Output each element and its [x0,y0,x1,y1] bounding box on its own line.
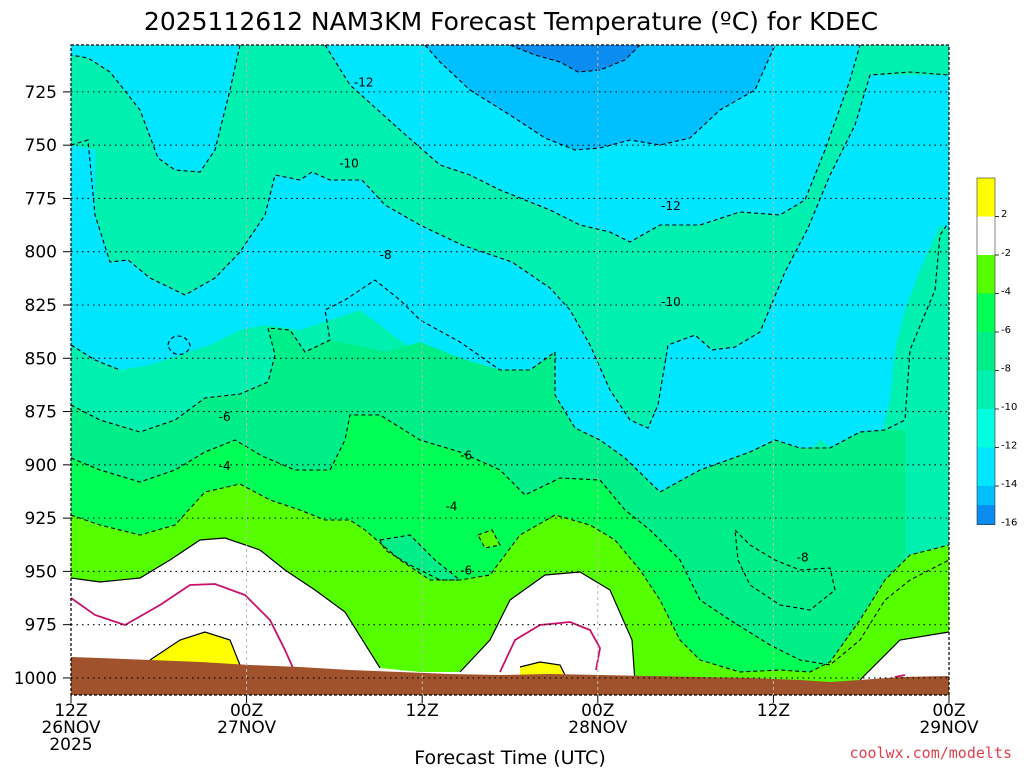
temp-band-plus2 [150,632,240,670]
y-tick-label: 950 [25,562,57,582]
temp-band-minus12 [71,45,240,172]
solid-contour-plus2-b [519,661,566,676]
colorbar-segment [977,332,995,371]
y-tick-label: 975 [25,616,57,636]
temp-band-minus8-cell-b [380,535,460,580]
contour-line-small-cell [167,335,191,355]
temp-band-minus8-cell [735,530,835,610]
colorbar-label: -14 [1001,479,1017,490]
colorbar-segment [977,255,995,294]
contour-line-minus4-cell [477,529,501,549]
contour-line-minus14 [424,45,776,151]
plot-area [71,45,949,695]
x-axis-label: Forecast Time (UTC) [414,747,605,768]
x-tick-label: 00Z [932,701,965,721]
x-tick-label: 2025 [49,735,92,755]
colorbar-label: -12 [1001,441,1017,452]
contour-line-minus6-cell [379,534,462,581]
temp-band-plus2-b [520,662,565,675]
ground-surface [71,657,949,695]
x-tick-label: 12Z [406,701,439,721]
solid-contours [71,537,949,683]
y-tick-label: 900 [25,456,57,476]
gridlines [71,45,949,695]
contour-label: -12 [661,199,681,213]
colorbar-segment [977,293,995,332]
y-tick-label: 925 [25,509,57,529]
colorbar-segment [977,505,995,525]
solid-contour-minus2 [71,537,381,669]
y-tick-label: 750 [25,136,57,156]
contour-lines [71,45,949,673]
contour-label: -10 [661,295,681,309]
x-tick-label: 12Z [54,701,87,721]
contour-label: -8 [380,248,392,262]
contour-label: -6 [460,448,472,462]
y-tick-label: 775 [25,189,57,209]
colorbar-label: -10 [1001,402,1017,413]
colorbar-label: -2 [1001,248,1011,259]
freezing-line-right [894,674,906,678]
y-tick-label: 800 [25,243,57,263]
temp-band-minus14 [425,45,775,150]
colorbar-segment [977,447,995,486]
solid-contour-plus2 [149,631,241,666]
y-tick-label: 1000 [14,669,57,689]
x-tick-label: 12Z [757,701,790,721]
colorbar-segment [977,370,995,409]
freezing-line-mid [499,621,601,673]
contour-line-minus12 [71,45,241,173]
contour-label: -4 [445,499,457,513]
contour-label: -4 [219,459,231,473]
contour-label: -10 [339,156,359,170]
colorbar-label: 2 [1001,209,1007,220]
y-tick-label: 725 [25,83,57,103]
contour-line-minus10 [71,71,949,429]
contour-label: -12 [354,75,374,89]
colorbar-label: -4 [1001,287,1011,298]
temp-band-minus12-c [71,75,949,492]
colorbar-segment [977,409,995,448]
solid-contour-minus2-b [459,571,636,683]
colorbar-label: -8 [1001,364,1011,375]
chart-title: 2025112612 NAM3KM Forecast Temperature (… [144,7,878,36]
x-tick-label: 27NOV [217,718,276,738]
colorbar-label: -6 [1001,325,1011,336]
contour-label: -8 [797,551,809,565]
temp-band-minus4-cell [478,530,500,548]
contour-label-layer: -12 -10 -8 -6 -4 -6 -4 -6 -12 -10 -8 [219,75,809,577]
contour-label: -6 [460,563,472,577]
freezing-line-left [71,583,294,669]
contour-line-minus12-b [324,45,861,243]
contour-line-minus6 [71,414,949,666]
y-tick-label: 850 [25,349,57,369]
x-tick-label: 00Z [230,701,263,721]
contour-line-minus16 [509,45,641,73]
solid-contour-minus2-c [859,631,949,681]
colorbar-segment [977,216,995,255]
colorbar-frame [976,177,996,525]
y-axis: 725 750 775 800 825 850 875 900 925 950 975 1000 [14,83,71,689]
x-tick-label: 26NOV [41,718,100,738]
contour-line-minus8 [71,221,949,493]
colorbar-segment [977,178,995,217]
y-tick-label: 875 [25,403,57,423]
temp-band-small-cell [168,336,190,355]
colorbar: 2 -2 -4 -6 -8 -10 -12 -14 -16 [976,177,1017,529]
temp-band-minus16 [510,45,640,72]
plot-frame [70,44,950,696]
credit-text: coolwx.com/modelts [849,744,1012,762]
x-tick-label: 28NOV [568,718,627,738]
contour-line-minus4 [71,483,949,673]
colorbar-label: -16 [1001,518,1017,529]
contour-line-minus10-b [71,344,121,371]
y-tick-label: 825 [25,296,57,316]
contour-line-minus8-cell [734,528,836,611]
x-tick-label: 00Z [581,701,614,721]
contour-label: -6 [219,410,231,424]
x-tick-label: 29NOV [919,718,978,738]
